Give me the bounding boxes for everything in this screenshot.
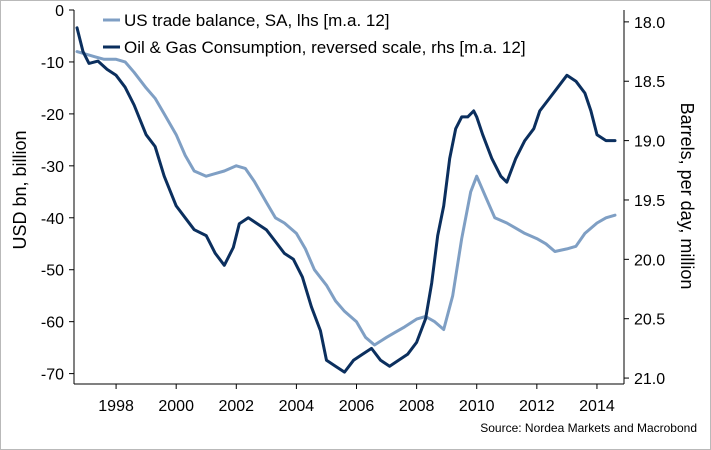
x-tick-label: 2004 [279,398,315,415]
legend: US trade balance, SA, lhs [m.a. 12] Oil … [103,11,526,57]
x-tick-label: 2002 [218,398,254,415]
legend-label-trade-balance: US trade balance, SA, lhs [m.a. 12] [124,11,390,30]
left-tick-label: -70 [41,367,64,384]
right-axis-ticks: 18.0 18.5 19.0 19.5 20.0 20.5 21.0 [624,15,665,388]
right-axis-title: Barrels, per day, million [677,103,697,290]
source-note: Source: Nordea Markets and Macrobond [480,421,697,435]
x-axis-ticks: 1998 2000 2002 2004 2006 2008 2010 2012 2014 [98,384,615,415]
x-tick-label: 2014 [579,398,615,415]
x-tick-label: 2012 [519,398,555,415]
series-lines [75,26,617,374]
right-tick-label: 21.0 [634,371,665,388]
x-tick-label: 1998 [98,398,134,415]
right-tick-label: 20.0 [634,252,665,269]
series-line-trade-balance [75,50,617,347]
left-axis-ticks: 0 -10 -20 -30 -40 -50 -60 -70 [41,3,74,384]
left-tick-label: 0 [55,3,64,20]
right-tick-label: 19.0 [634,134,665,151]
left-tick-label: -20 [41,107,64,124]
left-tick-label: -40 [41,211,64,228]
left-tick-label: -30 [41,159,64,176]
right-tick-label: 19.5 [634,193,665,210]
left-tick-label: -50 [41,263,64,280]
right-tick-label: 18.0 [634,15,665,32]
x-tick-label: 2000 [158,398,194,415]
x-tick-label: 2006 [339,398,375,415]
right-tick-label: 18.5 [634,74,665,91]
right-tick-label: 20.5 [634,312,665,329]
x-tick-label: 2008 [399,398,435,415]
series-line-oil-gas [75,26,617,374]
x-tick-label: 2010 [459,398,495,415]
left-tick-label: -10 [41,55,64,72]
left-tick-label: -60 [41,315,64,332]
legend-label-oil-gas: Oil & Gas Consumption, reversed scale, r… [124,38,526,57]
left-axis-title: USD bn, billion [10,130,30,249]
